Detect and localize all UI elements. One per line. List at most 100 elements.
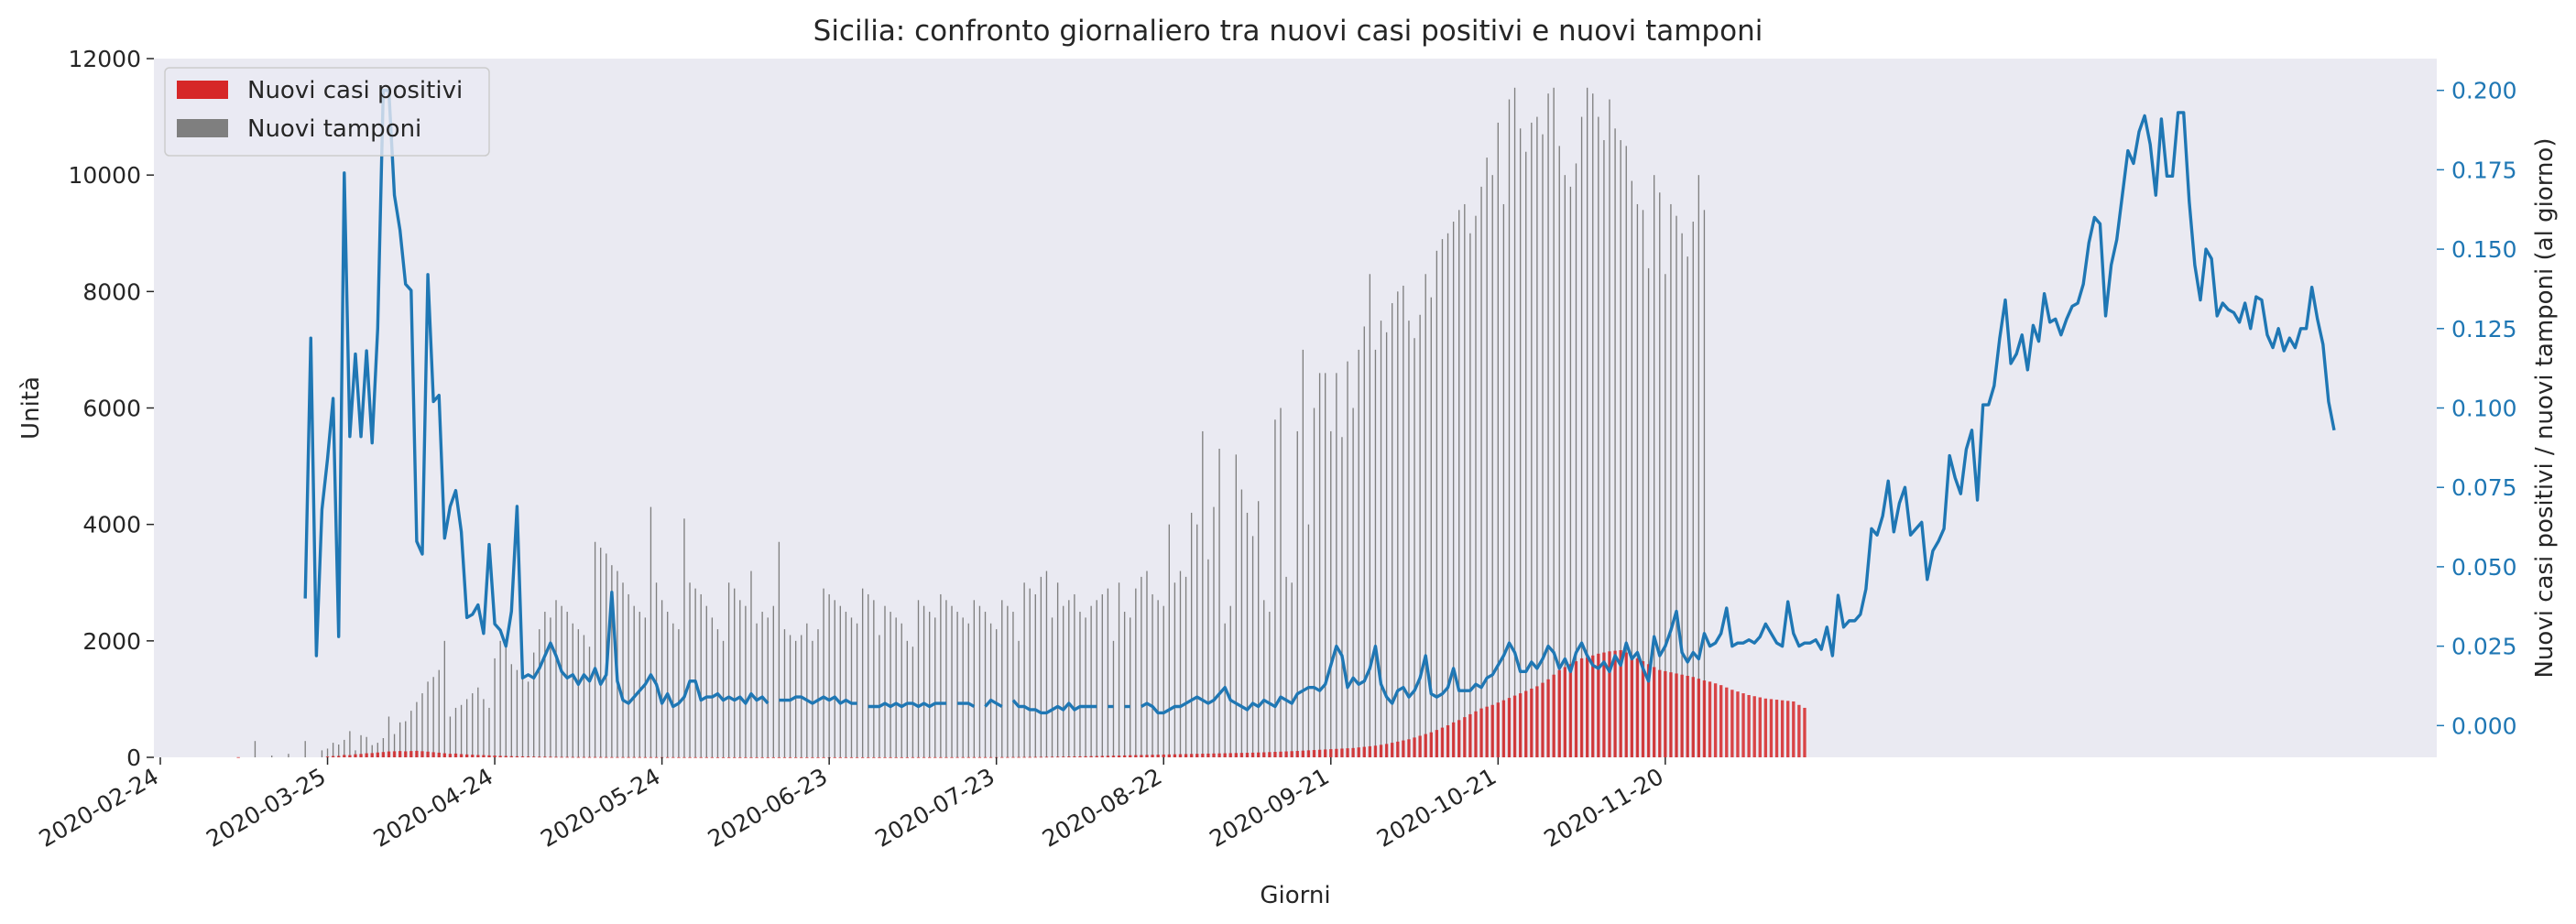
bar-tamponi <box>1408 321 1410 758</box>
bar-positivi <box>1156 755 1160 757</box>
bar-tamponi <box>516 669 518 758</box>
bar-positivi <box>1006 756 1010 758</box>
bar-positivi <box>1206 753 1210 757</box>
bar-tamponi <box>901 623 902 757</box>
bar-tamponi <box>1469 233 1471 757</box>
bar-positivi <box>849 756 854 758</box>
bar-tamponi <box>1352 408 1354 757</box>
bar-positivi <box>1697 679 1701 757</box>
bar-positivi <box>671 756 675 758</box>
bar-tamponi <box>544 612 546 757</box>
bar-tamponi <box>588 647 591 757</box>
bar-positivi <box>905 756 910 758</box>
x-tick-label: 2020-11-20 <box>1540 763 1668 853</box>
bar-positivi <box>682 756 686 758</box>
bar-tamponi <box>1090 605 1092 757</box>
bar-tamponi <box>1558 146 1560 758</box>
bar-positivi <box>599 756 603 758</box>
bar-tamponi <box>1435 250 1438 758</box>
bar-positivi <box>1613 650 1617 757</box>
bar-tamponi <box>644 617 647 757</box>
bar-positivi <box>972 756 977 758</box>
bar-tamponi <box>772 605 774 757</box>
bar-positivi <box>1329 749 1333 757</box>
bar-tamponi <box>1564 175 1566 758</box>
bar-tamponi <box>1034 593 1036 757</box>
bar-positivi <box>1379 745 1383 757</box>
bar-tamponi <box>1318 373 1321 757</box>
bar-positivi <box>1429 732 1433 757</box>
bar-positivi <box>1050 756 1054 758</box>
bar-tamponi <box>1397 291 1399 757</box>
bar-tamponi <box>427 681 429 757</box>
bar-positivi <box>1106 756 1110 757</box>
bar-tamponi <box>1347 361 1348 757</box>
bar-tamponi <box>1513 87 1516 758</box>
bar-positivi <box>1552 674 1555 757</box>
bar-tamponi <box>1074 593 1075 757</box>
bar-tamponi <box>1258 501 1260 757</box>
bar-tamponi <box>1502 203 1505 757</box>
bar-positivi <box>1608 651 1611 757</box>
bar-positivi <box>944 756 948 758</box>
bar-tamponi <box>349 731 351 757</box>
bar-positivi <box>666 756 670 758</box>
bar-positivi <box>1167 754 1171 757</box>
bar-positivi <box>482 755 486 757</box>
ratio-line-segment <box>779 695 857 705</box>
bar-positivi <box>1228 753 1232 757</box>
bar-tamponi <box>1229 605 1231 757</box>
bar-positivi <box>1568 664 1573 757</box>
bar-tamponi <box>1235 454 1237 757</box>
bar-tamponi <box>973 600 976 757</box>
bar-tamponi <box>655 582 658 757</box>
bar-positivi <box>1446 725 1450 757</box>
bar-positivi <box>1597 653 1600 757</box>
bar-tamponi <box>823 588 824 757</box>
bar-tamponi <box>405 721 407 757</box>
bar-tamponi <box>1040 576 1042 757</box>
bar-tamponi <box>1213 506 1215 757</box>
bar-positivi <box>726 756 731 758</box>
bar-positivi <box>1351 747 1355 757</box>
bar-positivi <box>1217 753 1221 757</box>
bar-tamponi <box>1553 87 1555 758</box>
bar-positivi <box>1646 664 1651 757</box>
bar-tamponi <box>850 617 853 757</box>
bar-positivi <box>431 752 435 757</box>
bar-positivi <box>1563 667 1566 757</box>
y2-tick-label: 0.050 <box>2451 554 2517 581</box>
bar-tamponi <box>828 593 830 757</box>
bar-positivi <box>532 756 536 758</box>
bar-positivi <box>627 756 630 758</box>
bar-positivi <box>1078 756 1082 757</box>
bar-positivi <box>1653 667 1656 757</box>
bar-positivi <box>1184 754 1188 757</box>
bar-positivi <box>582 756 586 758</box>
bar-positivi <box>950 756 954 758</box>
bar-tamponi <box>761 612 763 757</box>
x-tick-label: 2020-09-21 <box>1205 763 1333 853</box>
bar-positivi <box>1546 679 1550 757</box>
bar-positivi <box>1129 755 1132 757</box>
bar-positivi <box>782 756 787 758</box>
bar-positivi <box>325 756 330 757</box>
bar-positivi <box>576 756 581 758</box>
bar-positivi <box>1257 752 1261 757</box>
bar-tamponi <box>443 640 445 757</box>
bar-positivi <box>1713 683 1718 757</box>
bar-tamponi <box>1045 571 1048 757</box>
bar-tamponi <box>1508 99 1511 757</box>
x-axis-label: Giorni <box>1260 882 1330 909</box>
bar-positivi <box>1591 655 1595 757</box>
bar-tamponi <box>884 605 886 757</box>
x-tick-label: 2020-10-21 <box>1372 763 1501 853</box>
bar-positivi <box>715 756 720 758</box>
bar-tamponi <box>1430 297 1432 757</box>
bar-positivi <box>1691 677 1695 757</box>
bar-tamponi <box>1681 233 1683 757</box>
bar-positivi <box>1435 730 1439 757</box>
bar-tamponi <box>398 722 401 757</box>
bar-tamponi <box>1307 524 1310 757</box>
